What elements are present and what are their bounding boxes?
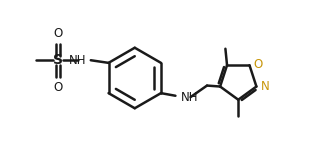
Text: O: O: [53, 81, 62, 94]
Text: S: S: [53, 53, 63, 67]
Text: O: O: [53, 27, 62, 39]
Text: NH: NH: [181, 91, 199, 104]
Text: NH: NH: [69, 54, 87, 67]
Text: O: O: [253, 58, 263, 71]
Text: N: N: [261, 80, 270, 93]
